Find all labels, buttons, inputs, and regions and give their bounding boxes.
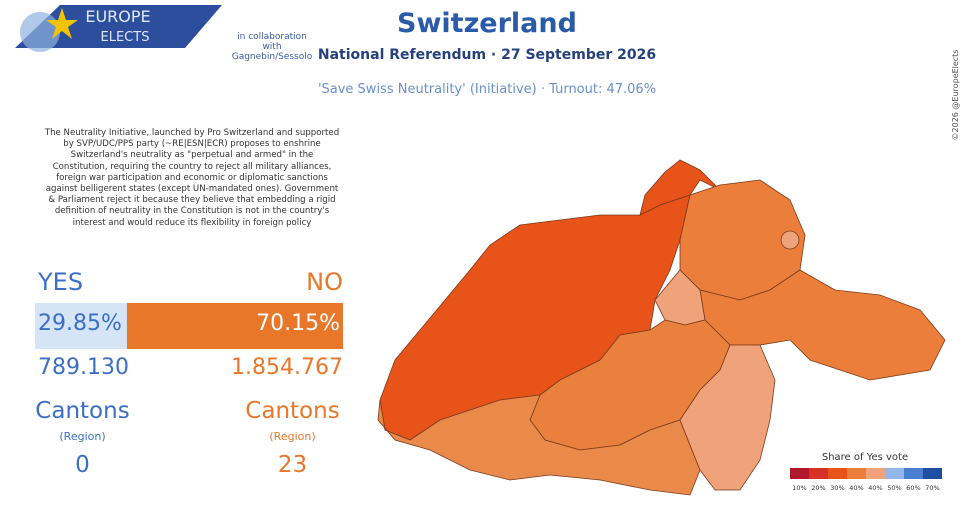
logo-circle <box>20 12 60 52</box>
canton-region <box>780 230 800 250</box>
yes-bar <box>35 303 127 349</box>
legend-swatch <box>885 468 904 479</box>
no-region-label: (Region) <box>269 430 316 443</box>
legend-swatch <box>828 468 847 479</box>
logo-band <box>15 5 222 48</box>
legend-swatch <box>866 468 885 479</box>
no-cantons: 23 <box>277 452 308 478</box>
yes-cantons: 0 <box>75 452 90 478</box>
credit: ©2026 @EuropeElects <box>951 50 960 141</box>
description: The Neutrality Initiative, launched by P… <box>44 128 340 228</box>
map <box>377 159 946 496</box>
title: Switzerland <box>397 8 577 39</box>
yes-region-label: (Region) <box>59 430 106 443</box>
yes-label: YES <box>38 268 84 296</box>
yes-share: 29.85% <box>38 311 122 336</box>
legend-swatch <box>847 468 866 479</box>
logo-text: ELECTS <box>101 30 150 45</box>
no-votes: 1.854.767 <box>231 355 343 380</box>
canton-region <box>377 394 701 496</box>
legend-swatch <box>923 468 942 479</box>
legend: Share of Yes vote 10% 20% 30% 40% 40% 50% 60% 7… <box>790 452 942 492</box>
legend-swatch <box>809 468 828 479</box>
yes-cantons-label: Cantons <box>35 398 130 424</box>
legend-label: 20% <box>811 484 825 492</box>
logo-star <box>46 8 78 39</box>
legend-label: 10% <box>792 484 806 492</box>
legend-label: 50% <box>887 484 901 492</box>
question: 'Save Swiss Neutrality' (Initiative) · T… <box>317 82 657 97</box>
canton-region <box>639 159 721 216</box>
legend-label: 40% <box>849 484 863 492</box>
no-share: 70.15% <box>256 311 340 336</box>
no-label: NO <box>306 268 343 296</box>
subtitle: National Referendum · 27 September 2026 <box>317 47 657 63</box>
canton-region <box>679 344 776 491</box>
collaboration: in collaboration with Gagnebin/Sessolo <box>231 32 313 62</box>
legend-title: Share of Yes vote <box>822 452 908 463</box>
logo-text: EUROPE <box>85 7 150 26</box>
legend-label: 40% <box>868 484 882 492</box>
legend-swatch <box>790 468 809 479</box>
legend-label: 70% <box>925 484 939 492</box>
legend-label: 30% <box>830 484 844 492</box>
no-cantons-label: Cantons <box>245 398 340 424</box>
legend-swatch <box>904 468 923 479</box>
yes-votes: 789.130 <box>38 355 129 380</box>
legend-label: 60% <box>906 484 920 492</box>
